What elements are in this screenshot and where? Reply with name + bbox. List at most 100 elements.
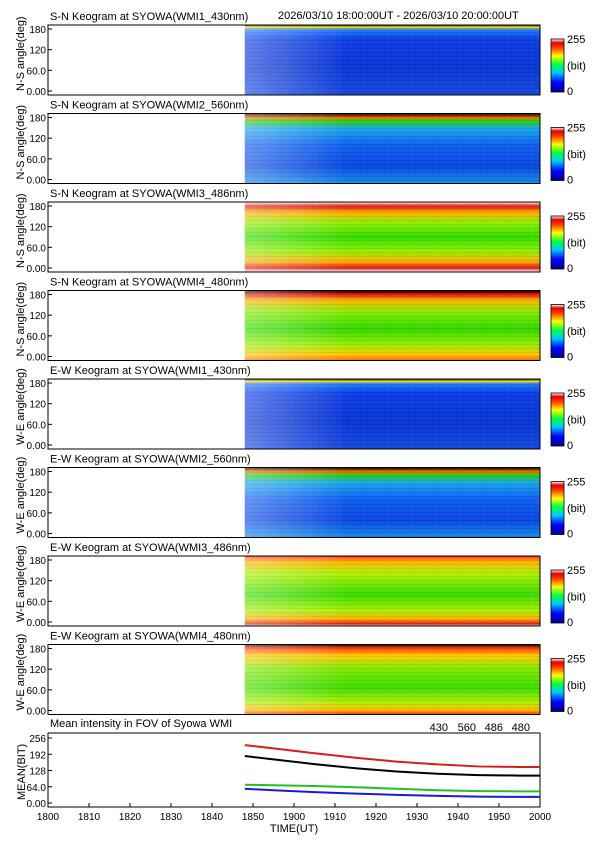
keogram-ylabel: W-E angle(deg) [15, 545, 27, 622]
y-tick-label: 0.00 [27, 353, 47, 364]
line-y-tick-label: 192 [29, 750, 46, 761]
keogram-frame [47, 555, 541, 627]
keogram-panel: S-N Keogram at SYOWA(WMI3_486nm) 180 120 60… [15, 188, 586, 275]
x-tick-label: 1910 [324, 812, 347, 823]
x-tick-label: 1940 [447, 812, 470, 823]
colorbar-max-label: 255 [567, 211, 585, 223]
y-tick-label: 0.00 [27, 441, 47, 452]
colorbar-unit-label: (bit) [567, 592, 586, 604]
legend-entry-480: 480 [512, 722, 530, 734]
keogram-title: S-N Keogram at SYOWA(WMI1_430nm) [50, 11, 248, 23]
line-y-tick-label: 0.00 [27, 799, 47, 810]
mean-intensity-panel: Mean intensity in FOV of Syowa WMI 256 19… [16, 718, 552, 835]
keogram-title: S-N Keogram at SYOWA(WMI3_486nm) [50, 188, 248, 200]
line-chart-plot-area [47, 732, 541, 808]
y-tick-label: 60.0 [27, 686, 47, 697]
keogram-panel: E-W Keogram at SYOWA(WMI4_480nm) 180 120 60… [15, 631, 586, 718]
keogram-frame [47, 290, 541, 361]
keogram-onset-fade [244, 379, 541, 449]
y-tick-label: 60.0 [27, 597, 47, 608]
keogram-frame [47, 378, 541, 450]
keogram-title: S-N Keogram at SYOWA(WMI2_560nm) [50, 100, 248, 112]
colorbar-unit-label: (bit) [567, 238, 586, 250]
x-tick-label: 1950 [488, 812, 511, 823]
y-tick-label: 0.00 [27, 707, 47, 718]
x-tick-label: 1810 [78, 812, 101, 823]
x-tick-label: 1920 [365, 812, 388, 823]
keogram-onset-fade [244, 25, 541, 95]
keogram-onset-fade [244, 644, 541, 715]
legend-entry-486: 486 [485, 722, 503, 734]
colorbar-max-label: 255 [567, 300, 585, 312]
x-tick-label: 1900 [283, 812, 306, 823]
keogram-panel: E-W Keogram at SYOWA(WMI1_430nm) 180 120 60… [15, 365, 586, 452]
y-tick-label: 60.0 [27, 509, 47, 520]
colorbar [550, 127, 565, 181]
colorbar-max-label: 255 [567, 477, 585, 489]
colorbar [550, 569, 565, 624]
x-tick-label: 1840 [201, 812, 224, 823]
keogram-title: E-W Keogram at SYOWA(WMI4_480nm) [50, 631, 251, 643]
y-tick-label: 120 [29, 488, 46, 499]
y-tick-label: 0.00 [27, 618, 47, 629]
y-tick-label: 180 [29, 291, 46, 302]
keogram-frame [47, 644, 541, 715]
legend-entry-560: 560 [458, 722, 476, 734]
colorbar-unit-label: (bit) [567, 61, 586, 73]
keogram-title: E-W Keogram at SYOWA(WMI2_560nm) [50, 454, 251, 466]
y-tick-label: 180 [29, 468, 46, 479]
colorbar-max-label: 255 [567, 388, 585, 400]
x-tick-label: 2000 [529, 812, 552, 823]
y-tick-label: 180 [29, 114, 46, 125]
colorbar-max-label: 255 [567, 565, 585, 577]
colorbar-max-label: 255 [567, 654, 585, 666]
keogram-panel: E-W Keogram at SYOWA(WMI2_560nm) 180 120 60… [15, 454, 586, 541]
y-tick-label: 60.0 [27, 155, 47, 166]
keogram-onset-fade [244, 290, 541, 361]
colorbar [550, 392, 565, 447]
keogram-ylabel: N-S angle(deg) [15, 282, 27, 357]
keogram-onset-fade [244, 113, 541, 184]
y-tick-label: 120 [29, 577, 46, 588]
x-tick-label: 1830 [160, 812, 183, 823]
keogram-onset-fade [244, 556, 541, 626]
colorbar-min-label: 0 [567, 86, 573, 98]
keogram-ylabel: W-E angle(deg) [15, 634, 27, 711]
colorbar-max-label: 255 [567, 34, 585, 46]
colorbar-min-label: 0 [567, 440, 573, 452]
keogram-ylabel: N-S angle(deg) [15, 105, 27, 180]
keogram-panel: S-N Keogram at SYOWA(WMI1_430nm) 180 120 60… [15, 11, 586, 98]
y-tick-label: 0.00 [27, 530, 47, 541]
keogram-panel: E-W Keogram at SYOWA(WMI3_486nm) 180 120 60… [15, 542, 586, 629]
series-line-480 [244, 755, 540, 777]
keogram-frame [47, 113, 541, 184]
line-y-tick-label: 256 [29, 734, 46, 745]
colorbar-min-label: 0 [567, 352, 573, 364]
y-tick-label: 180 [29, 379, 46, 390]
y-tick-label: 60.0 [27, 420, 47, 431]
series-line-430 [244, 787, 540, 798]
keogram-onset-fade [244, 467, 541, 538]
keogram-ylabel: N-S angle(deg) [15, 193, 27, 268]
colorbar-max-label: 255 [567, 123, 585, 135]
y-tick-label: 180 [29, 202, 46, 213]
line-y-tick-label: 64.0 [27, 783, 47, 794]
colorbar-unit-label: (bit) [567, 415, 586, 427]
colorbar-min-label: 0 [567, 529, 573, 541]
colorbar-unit-label: (bit) [567, 326, 586, 338]
y-tick-label: 120 [29, 311, 46, 322]
keogram-title: E-W Keogram at SYOWA(WMI1_430nm) [50, 365, 251, 377]
x-tick-label: 1930 [406, 812, 429, 823]
colorbar [550, 215, 565, 270]
colorbar-min-label: 0 [567, 617, 573, 629]
x-tick-label: 1820 [119, 812, 142, 823]
legend-entry-430: 430 [430, 722, 448, 734]
colorbar-min-label: 0 [567, 263, 573, 275]
keogram-onset-fade [244, 202, 541, 272]
colorbar-unit-label: (bit) [567, 149, 586, 161]
y-tick-label: 120 [29, 665, 46, 676]
keogram-frame [47, 24, 541, 96]
colorbar [550, 38, 565, 93]
y-tick-label: 120 [29, 223, 46, 234]
